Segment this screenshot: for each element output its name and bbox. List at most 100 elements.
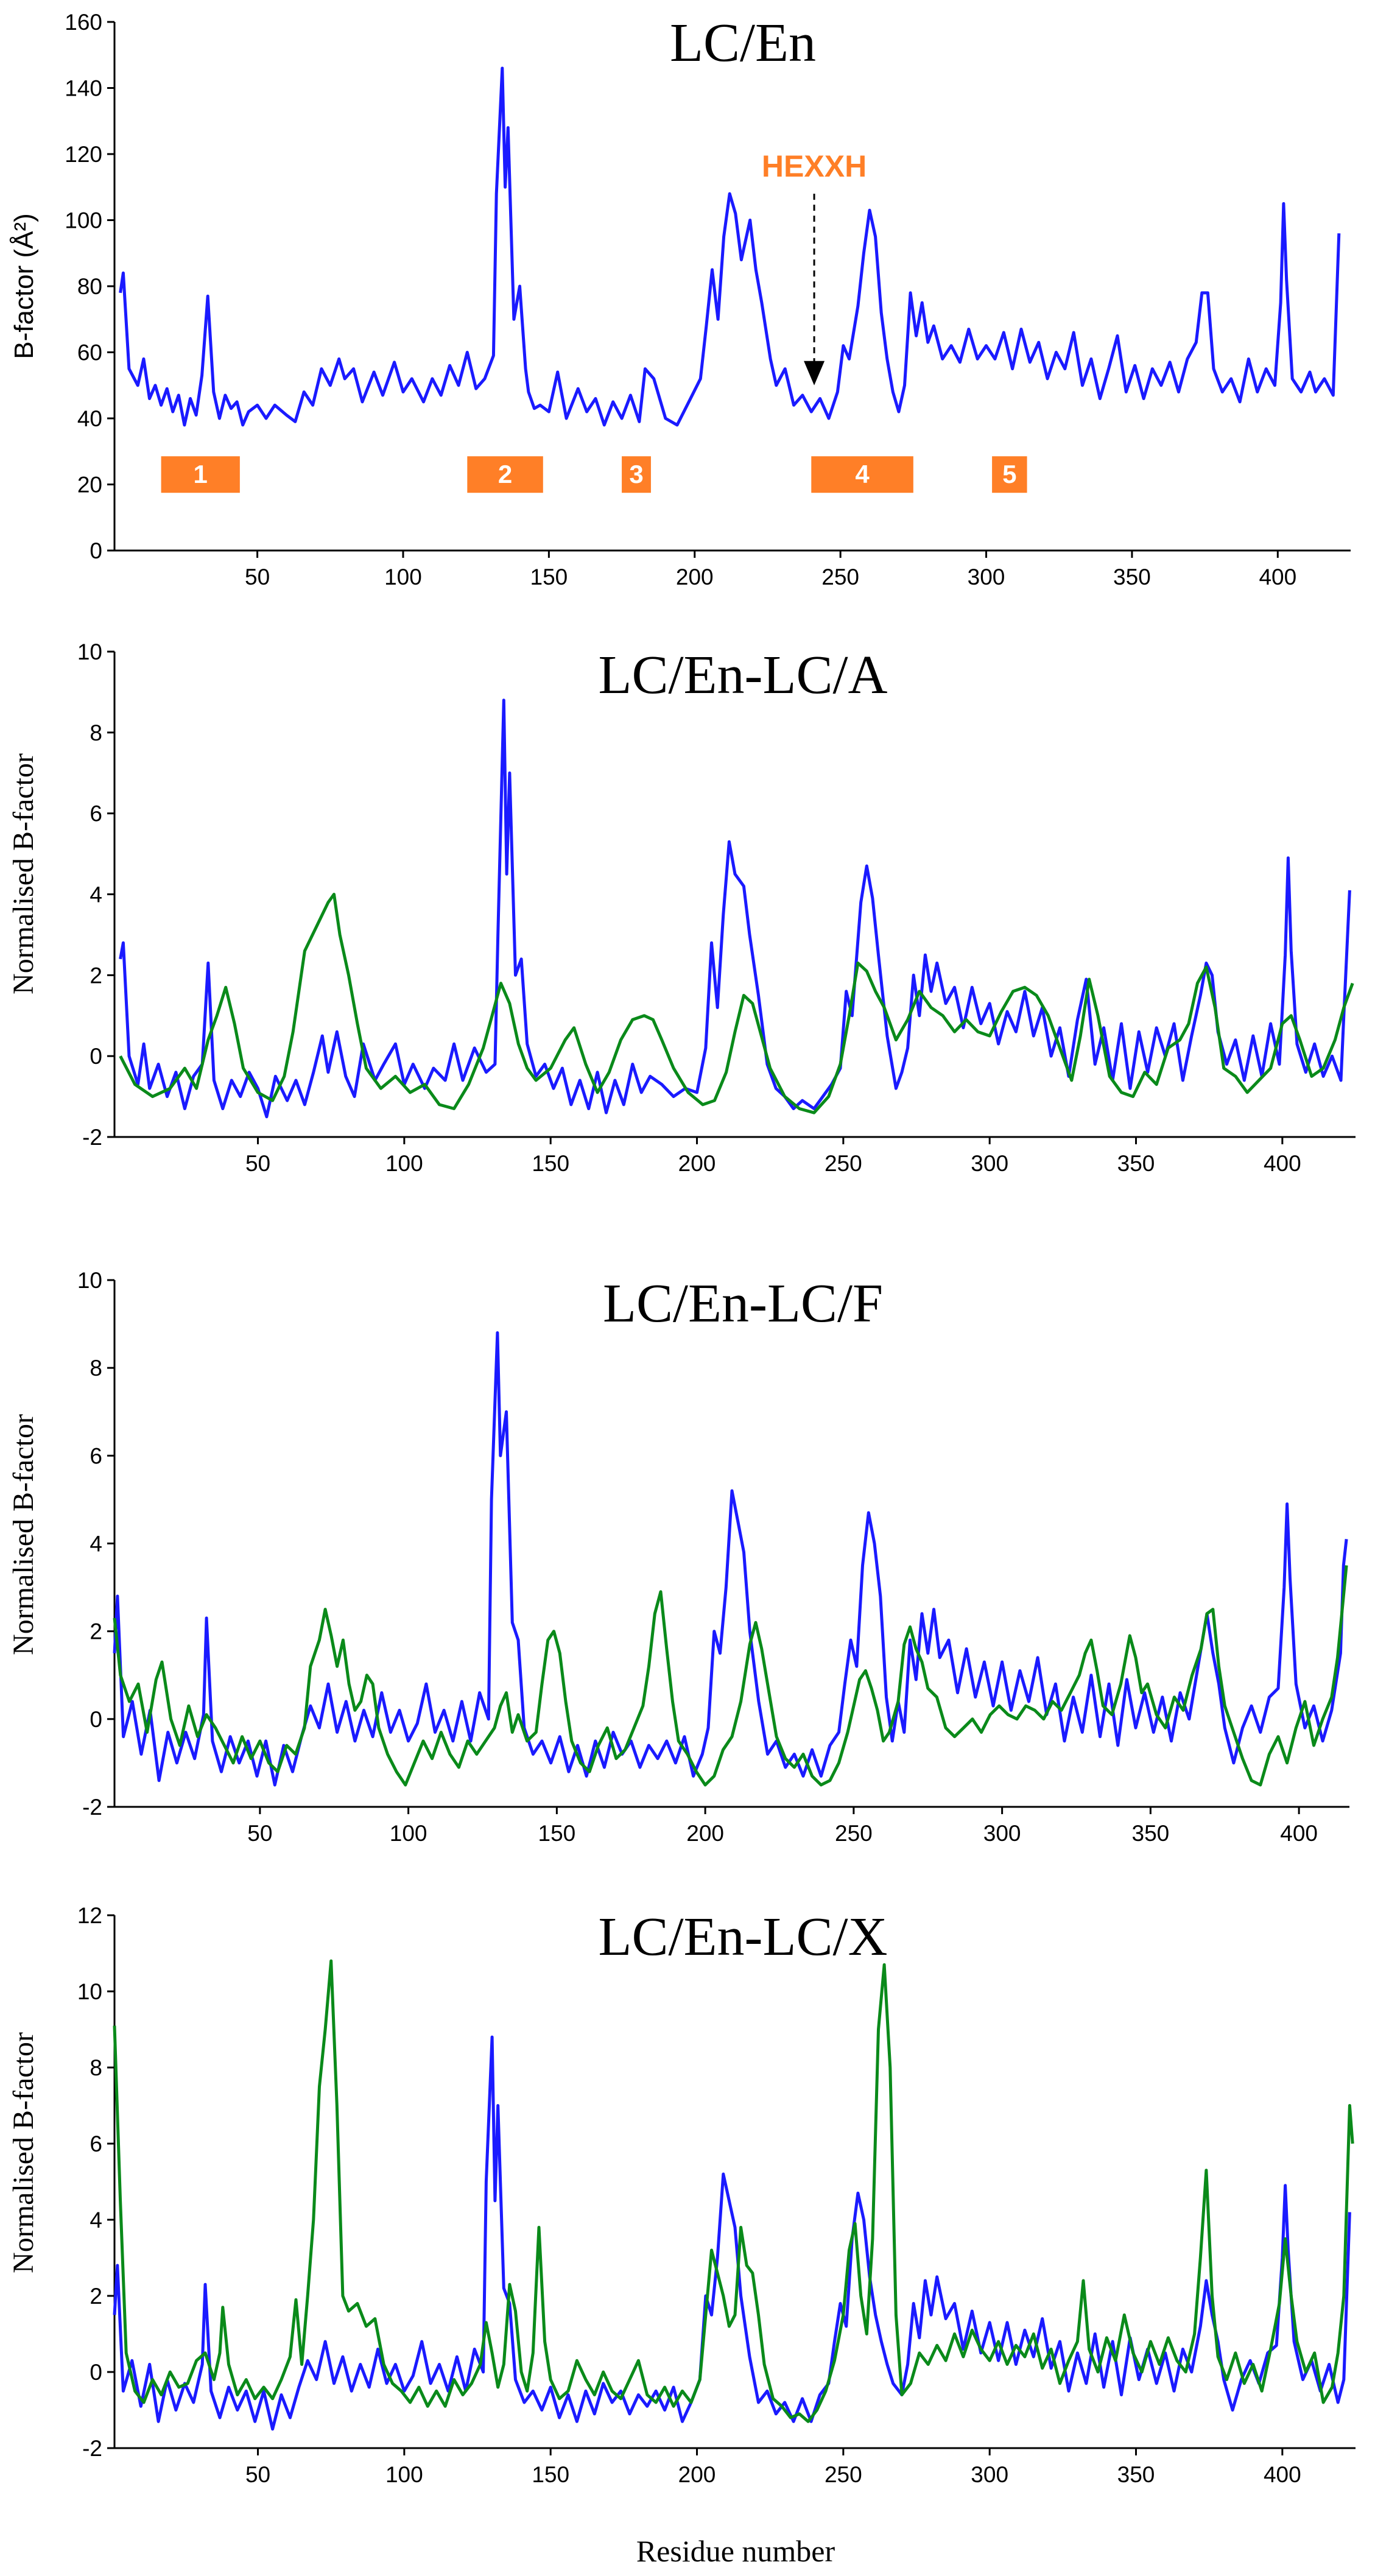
y-tick-label: 0: [90, 1707, 102, 1732]
x-tick-label: 400: [1280, 1821, 1318, 1846]
panel-lc-en-lc-a: LC/En-LC/A Normalised B-factor -2 0 2 4 6 8 10…: [7, 639, 1356, 1176]
panel-title: LC/En: [670, 13, 816, 73]
y-tick-label: 2: [90, 2284, 102, 2309]
panel-title: LC/En-LC/A: [599, 645, 888, 705]
x-tick-label: 400: [1264, 1151, 1301, 1176]
region-box: [992, 456, 1027, 493]
y-tick-label: 60: [77, 340, 102, 365]
x-tick-label: 300: [971, 2462, 1008, 2487]
x-tick-label: 200: [678, 2462, 716, 2487]
y-axis-label: Normalised B-factor: [7, 1414, 40, 1655]
x-tick-label: 50: [247, 1821, 272, 1846]
panel-title: LC/En-LC/F: [603, 1273, 883, 1334]
series-line: [113, 1331, 1348, 1787]
panel-lc-en-lc-x: LC/En-LC/X Normalised B-factor -2 0 2 4 6 8 10…: [7, 1903, 1356, 2487]
region-box: [161, 456, 240, 493]
x-tick-label: 300: [968, 565, 1005, 589]
y-tick-label: 6: [90, 801, 102, 826]
y-tick-label: 140: [65, 76, 102, 101]
x-tick-label: 50: [245, 2462, 270, 2487]
x-tick-label: 250: [835, 1821, 873, 1846]
plot-area: -2 0 2 4 6 8 10 50 100 150 200 250 300 350 400: [77, 1268, 1349, 1846]
y-tick-label: 160: [65, 10, 102, 35]
y-tick-label: 4: [90, 2208, 102, 2233]
panel-title: LC/En-LC/X: [599, 1907, 888, 1967]
x-tick-label: 150: [530, 565, 568, 589]
x-tick-label: 100: [385, 1151, 423, 1176]
y-axis-label: Normalised B-factor: [7, 2032, 40, 2273]
y-tick-label: -2: [82, 2436, 102, 2461]
y-tick-label: 0: [90, 2360, 102, 2385]
y-axis-label: Normalised B-factor: [7, 753, 40, 994]
y-tick-label: 20: [77, 473, 102, 498]
y-tick-label: 12: [77, 1903, 102, 1928]
x-tick-label: 50: [245, 565, 270, 589]
region-label: 3: [629, 460, 643, 488]
x-tick-label: 150: [532, 2462, 569, 2487]
y-tick-label: 8: [90, 2055, 102, 2080]
y-tick-label: 2: [90, 963, 102, 988]
x-tick-label: 50: [245, 1151, 270, 1176]
x-tick-label: 350: [1117, 2462, 1155, 2487]
series-line: [113, 1565, 1348, 1787]
y-tick-label: 8: [90, 720, 102, 745]
hexxh-arrow-head: [804, 361, 825, 385]
y-tick-label: 6: [90, 1443, 102, 1468]
plot-area: -2 0 2 4 6 8 10 12 50 100 150 200 250 300 350 400: [77, 1903, 1356, 2487]
y-tick-label: 6: [90, 2131, 102, 2156]
region-label: 2: [498, 460, 512, 488]
y-tick-label: -2: [82, 1125, 102, 1150]
y-tick-label: 4: [90, 882, 102, 907]
y-tick-label: 0: [90, 1044, 102, 1069]
x-tick-label: 400: [1264, 2462, 1301, 2487]
hexxh-label: HEXXH: [762, 149, 867, 183]
y-tick-label: -2: [82, 1795, 102, 1820]
y-tick-label: 8: [90, 1356, 102, 1381]
region-label: 4: [855, 460, 870, 488]
series-line: [119, 699, 1351, 1119]
x-tick-label: 250: [825, 1151, 862, 1176]
x-tick-label: 250: [825, 2462, 862, 2487]
series-line: [119, 893, 1354, 1114]
region-box: [811, 456, 913, 493]
region-box: [467, 456, 543, 493]
series-line: [119, 66, 1341, 427]
x-tick-label: 400: [1259, 565, 1296, 589]
y-tick-label: 10: [77, 639, 102, 664]
y-tick-label: 10: [77, 1979, 102, 2004]
x-tick-label: 300: [971, 1151, 1008, 1176]
y-tick-label: 100: [65, 208, 102, 233]
x-tick-label: 350: [1132, 1821, 1170, 1846]
y-tick-label: 0: [90, 538, 102, 563]
y-tick-label: 10: [77, 1268, 102, 1293]
y-tick-label: 2: [90, 1619, 102, 1644]
y-tick-label: 120: [65, 142, 102, 167]
x-tick-label: 350: [1113, 565, 1151, 589]
x-tick-label: 100: [384, 565, 422, 589]
x-axis-label: Residue number: [636, 2534, 835, 2568]
x-tick-label: 350: [1117, 1151, 1155, 1176]
x-tick-label: 200: [678, 1151, 716, 1176]
x-tick-label: 150: [532, 1151, 569, 1176]
panel-lc-en: LC/En B-factor (Å²) 0 20 40 60 80 100 120 140 16…: [9, 10, 1351, 589]
x-tick-label: 100: [385, 2462, 423, 2487]
panel-lc-en-lc-f: LC/En-LC/F Normalised B-factor -2 0 2 4 6 8 10…: [7, 1268, 1349, 1846]
series-line: [113, 1959, 1354, 2423]
y-axis-label: B-factor (Å²): [9, 213, 39, 359]
x-tick-label: 100: [390, 1821, 427, 1846]
region-label: 1: [194, 460, 208, 488]
plot-area: -2 0 2 4 6 8 10 50 100 150 200 250 300 350 400: [77, 639, 1356, 1176]
y-tick-label: 4: [90, 1532, 102, 1557]
x-tick-label: 200: [676, 565, 714, 589]
region-box: [622, 456, 651, 493]
x-tick-label: 200: [686, 1821, 724, 1846]
x-tick-label: 250: [821, 565, 859, 589]
x-tick-label: 150: [538, 1821, 576, 1846]
x-tick-label: 300: [983, 1821, 1021, 1846]
series-line: [113, 2035, 1351, 2431]
region-label: 5: [1002, 460, 1016, 488]
y-tick-label: 80: [77, 274, 102, 299]
y-tick-label: 40: [77, 406, 102, 431]
